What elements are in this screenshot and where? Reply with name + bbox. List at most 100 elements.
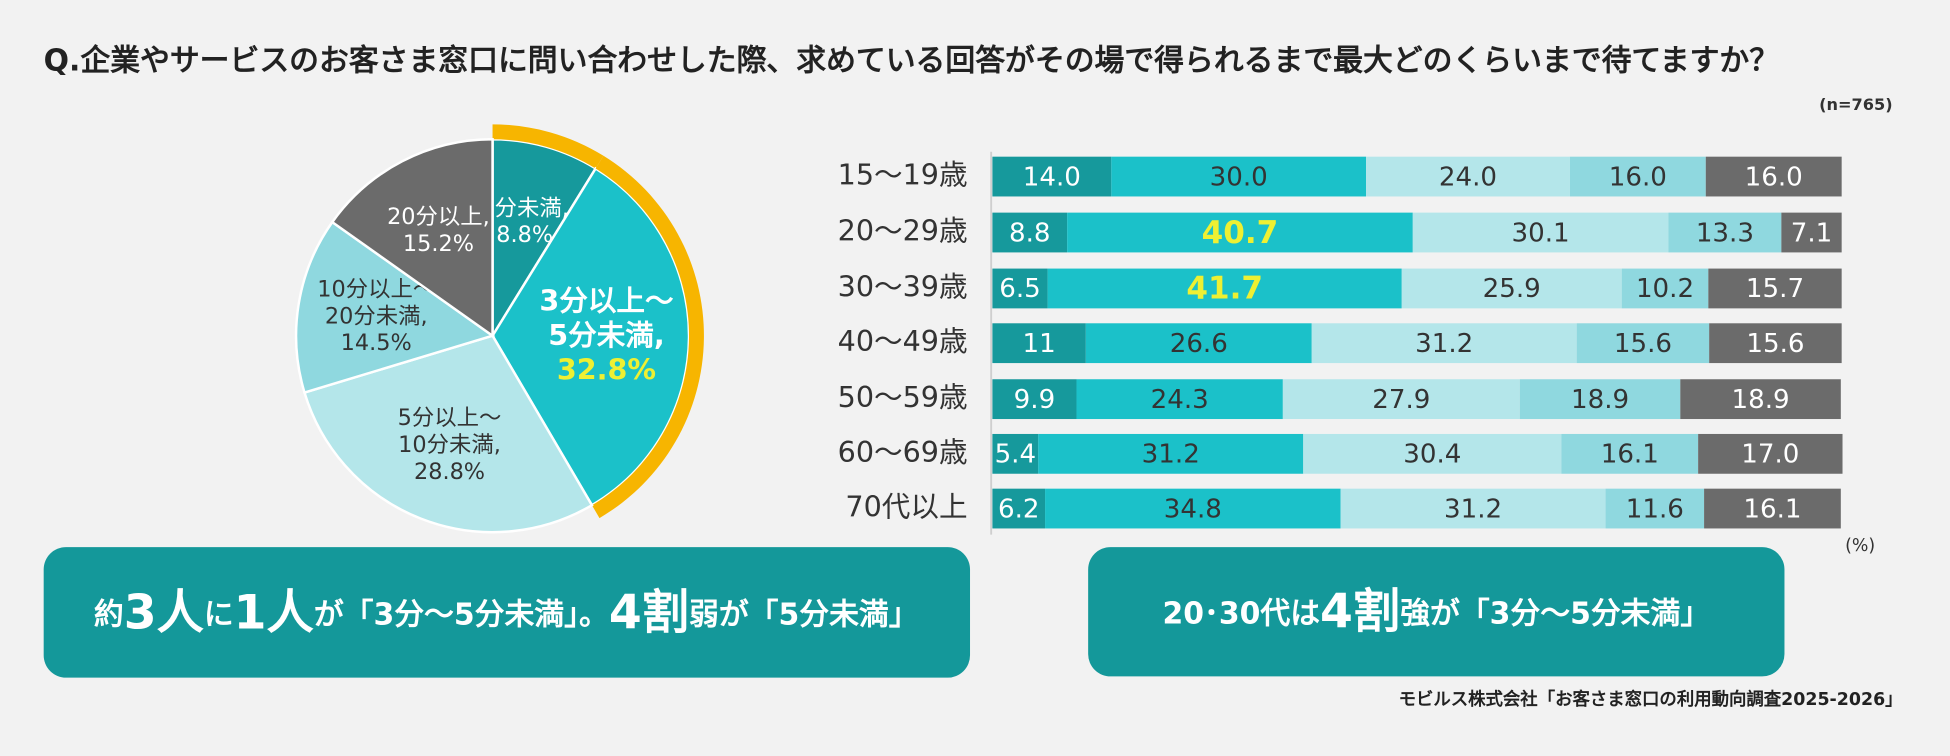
pie-value-label: 8.8% [496,222,553,248]
bar-segment [1366,156,1570,197]
callout-box [43,547,971,678]
bar-segment [1047,268,1402,309]
bar-segment [1076,379,1283,420]
y-tick-label: 20～29歳 [838,214,968,248]
value-label: 24.0 [1439,162,1497,192]
bar-segment [1605,488,1705,529]
value-label: 7.1 [1791,218,1833,248]
bar-segment [1576,323,1710,364]
value-label: 24.3 [1151,385,1209,415]
value-label: 18.9 [1571,385,1629,415]
callout-segment: 4割 [1320,584,1400,639]
bar-segment [992,488,1046,529]
value-label: 16.1 [1601,440,1659,470]
bar-segment [1621,268,1709,309]
value-label: 40.7 [1202,215,1279,251]
pie-slice [491,166,691,507]
bar-segment [1708,268,1842,309]
bar-segment [992,433,1039,474]
value-label: 30.1 [1512,218,1570,248]
value-label: 30.4 [1403,440,1461,470]
value-label: 31.2 [1444,494,1502,524]
bar-segment [1067,212,1413,253]
pie-slice [294,220,496,395]
value-label: 15.6 [1746,329,1804,359]
title: Q.企業やサービスのお客さま窓口に問い合わせした際、求めている回答がその場で得ら… [44,44,1779,79]
value-label: 15.7 [1746,274,1804,304]
bar-segment [992,212,1068,253]
value-label: 14.0 [1023,162,1081,192]
callout-segment: 1人 [234,585,315,640]
value-label: 11 [1022,329,1055,359]
y-tick-label: 30～39歳 [838,269,968,303]
pie-label: 3分以上～ [539,284,674,318]
unit-label: (%) [1845,536,1875,556]
bar-segment [992,268,1048,309]
value-label: 9.9 [1014,385,1056,415]
callout-segment: 弱が「5分未満」 [689,597,919,632]
bar-segment [1781,212,1842,253]
value-label: 6.5 [999,274,1041,304]
value-label: 34.8 [1164,494,1222,524]
callout-segment: 3人 [124,585,205,640]
bar-segment [1680,379,1841,420]
bar-segment [1561,433,1699,474]
highlight-ring [591,155,704,519]
value-label: 8.8 [1009,218,1051,248]
callout-text: 約3人に1人が「3分～5分未満」。4割弱が「5分未満」 [94,585,919,640]
sample-size: (n=765) [1819,95,1893,114]
callout-segment: 20･30代は [1162,596,1320,631]
bar-segment [1111,156,1367,197]
value-label: 41.7 [1186,271,1263,307]
bar-segment [1519,379,1681,420]
bar-segment [1698,433,1843,474]
pie-value-label: 28.8% [414,459,485,485]
bar-segment [992,156,1112,197]
callout-segment: が「3分～5分未満」。 [314,597,609,632]
pie-label: 5分以上～ [398,405,502,431]
value-label: 11.6 [1626,494,1684,524]
pie-label: 5分未満, [548,318,664,352]
highlight-ring [492,124,604,169]
pie-label: 20分未満, [325,303,428,329]
bar-segment [1705,156,1842,197]
value-label: 6.2 [998,494,1040,524]
value-label: 27.9 [1372,385,1430,415]
pie-slice [330,138,494,339]
pie-slice [302,334,594,534]
value-label: 16.0 [1609,162,1667,192]
value-label: 26.6 [1170,329,1228,359]
callout-segment: 約 [94,597,124,632]
y-tick-label: 50～59歳 [838,380,968,414]
bar-segment [1709,323,1842,364]
value-label: 31.2 [1415,329,1473,359]
bar-segment [992,379,1077,420]
bar-segment [1412,212,1669,253]
value-label: 30.0 [1210,162,1268,192]
value-label: 16.0 [1745,162,1803,192]
bar-segment [1668,212,1782,253]
callout-segment: 強が「3分～5分未満」 [1400,596,1710,631]
bar-segment [1401,268,1622,309]
callout-box [1088,547,1785,677]
bar-segment [1311,323,1577,364]
bar-segment [1045,488,1341,529]
source: モビルス株式会社「お客さま窓口の利用動向調査2025-2026」 [1399,689,1903,710]
value-label: 5.4 [995,440,1037,470]
callout-segment: 4割 [609,585,689,640]
value-label: 16.1 [1743,494,1801,524]
y-tick-label: 40～49歳 [838,324,968,358]
bar-segment [1085,323,1312,364]
bar-segment [992,323,1086,364]
pie-value-label: 15.2% [403,231,474,257]
value-label: 13.3 [1696,218,1754,248]
callout-text: 20･30代は4割強が「3分～5分未満」 [1162,584,1710,639]
bar-segment [1282,379,1520,420]
bar-segment [1569,156,1706,197]
value-label: 15.6 [1614,329,1672,359]
bar-segment [1303,433,1562,474]
y-tick-label: 70代以上 [845,490,967,524]
callout-segment: に [204,597,234,632]
